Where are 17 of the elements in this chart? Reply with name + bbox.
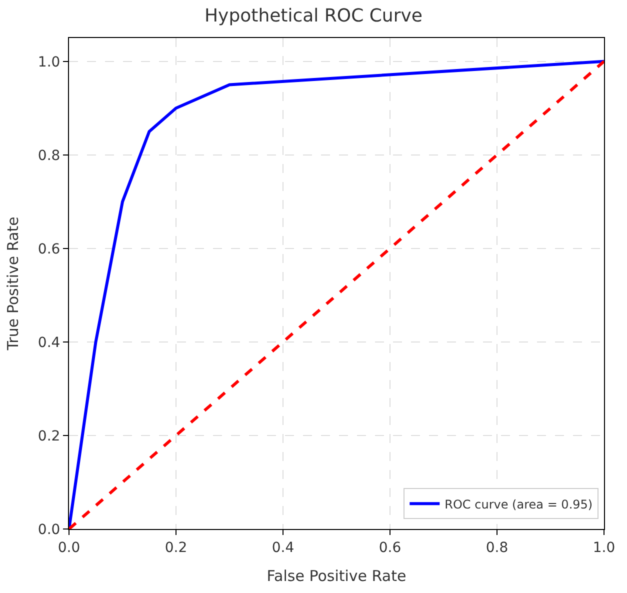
x-tick-label: 0.0 [58,540,80,556]
legend-label: ROC curve (area = 0.95) [444,497,593,512]
line-series [69,60,604,529]
chart-title: Hypothetical ROC Curve [204,5,422,26]
y-axis-title: True Positive Rate [4,216,22,352]
y-tick-label: 0.6 [38,241,60,258]
x-axis-title: False Positive Rate [266,566,406,585]
x-tick-label: 0.6 [378,540,402,556]
x-tick-label: 0.2 [164,540,188,556]
y-tick-label: 0.4 [38,334,60,351]
x-tick-label: 1.0 [592,540,616,556]
y-tick-label: 0.2 [38,428,60,444]
y-tick-label: 1.0 [38,54,60,70]
x-tick-label: 0.4 [272,540,294,556]
y-tick-label: 0.0 [38,522,60,538]
x-tick-label: 0.8 [486,540,508,556]
y-tick-label: 0.8 [38,148,60,164]
